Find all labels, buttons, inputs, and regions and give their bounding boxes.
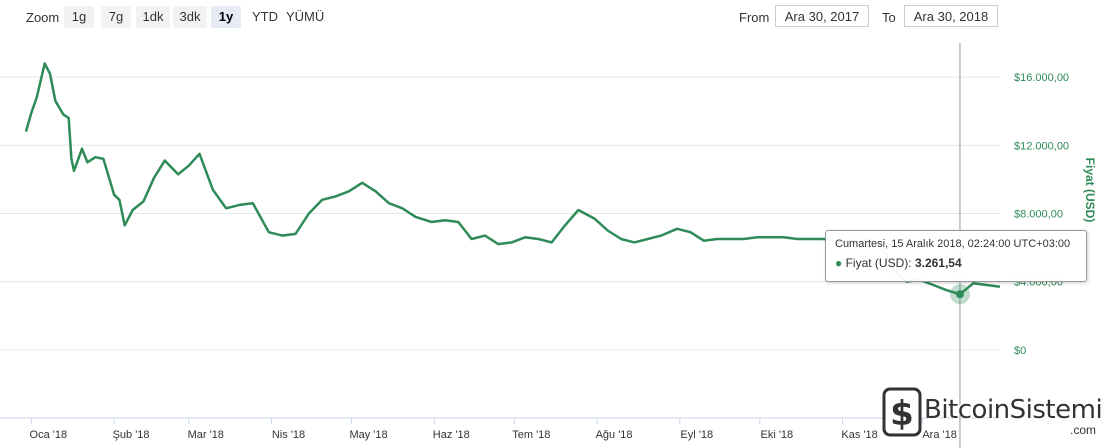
x-tick-label: Eki '18 [760, 429, 793, 441]
x-tick-label: Oca '18 [30, 429, 68, 441]
zoom-3dk-button[interactable]: 3dk [173, 6, 207, 28]
x-tick-label: Haz '18 [433, 429, 470, 441]
bitcoin-logo-icon: $ [882, 387, 922, 437]
x-axis-ticks: Oca '18 Şub '18 Mar '18 Nis '18 May '18 Haz '… [30, 418, 957, 441]
svg-text:$: $ [890, 394, 914, 434]
x-tick-label: Eyl '18 [680, 429, 713, 441]
zoom-ytd-button[interactable]: YTD [252, 9, 278, 24]
from-label: From [739, 10, 770, 25]
logo-suffix: .com [1070, 423, 1097, 437]
tooltip-date: Cumartesi, 15 Aralık 2018, 02:24:00 UTC+… [835, 238, 1071, 250]
hover-point[interactable] [955, 290, 964, 299]
x-tick-label: May '18 [349, 429, 387, 441]
y-tick-label: $8.000,00 [1014, 208, 1063, 220]
to-label: To [882, 10, 896, 25]
zoom-1y-button[interactable]: 1y [211, 6, 241, 28]
zoom-label: Zoom [26, 10, 60, 25]
series-dot-icon: ● [835, 256, 843, 270]
y-axis-ticks: $0$4.000,00$8.000,00$12.000,00$16.000,00 [1014, 72, 1069, 357]
x-tick-label: Ara '18 [922, 429, 957, 441]
x-tick-label: Şub '18 [113, 429, 150, 441]
tooltip-row: ● Fiyat (USD): 3.261,54 [835, 256, 1077, 270]
y-axis-title: Fiyat (USD) [1083, 158, 1097, 223]
x-tick-label: Kas '18 [841, 429, 877, 441]
to-date-input[interactable]: Ara 30, 2018 [904, 5, 998, 27]
zoom-all-button[interactable]: YÜMÜ [286, 9, 325, 24]
x-tick-label: Tem '18 [512, 429, 550, 441]
zoom-1dk-button[interactable]: 1dk [136, 6, 170, 28]
tooltip: Cumartesi, 15 Aralık 2018, 02:24:00 UTC+… [825, 230, 1087, 282]
y-tick-label: $12.000,00 [1014, 140, 1069, 152]
tooltip-series-label: Fiyat (USD): [845, 256, 912, 270]
range-selector-toolbar: Zoom 1g 7g 1dk 3dk 1y YTD YÜMÜ From Ara … [0, 0, 1113, 34]
x-tick-label: Mar '18 [188, 429, 224, 441]
bitcoinsistemi-logo: $ BitcoinSistemi .com [880, 383, 1105, 443]
tooltip-value: 3.261,54 [914, 256, 962, 270]
x-tick-label: Nis '18 [272, 429, 305, 441]
zoom-7g-button[interactable]: 7g [101, 6, 131, 28]
x-tick-label: Ağu '18 [596, 429, 633, 441]
y-tick-label: $16.000,00 [1014, 72, 1069, 84]
from-date-input[interactable]: Ara 30, 2017 [775, 5, 869, 27]
y-tick-label: $0 [1014, 345, 1026, 357]
logo-name: BitcoinSistemi [924, 395, 1103, 425]
zoom-1g-button[interactable]: 1g [64, 6, 94, 28]
grid-lines [0, 76, 1000, 351]
